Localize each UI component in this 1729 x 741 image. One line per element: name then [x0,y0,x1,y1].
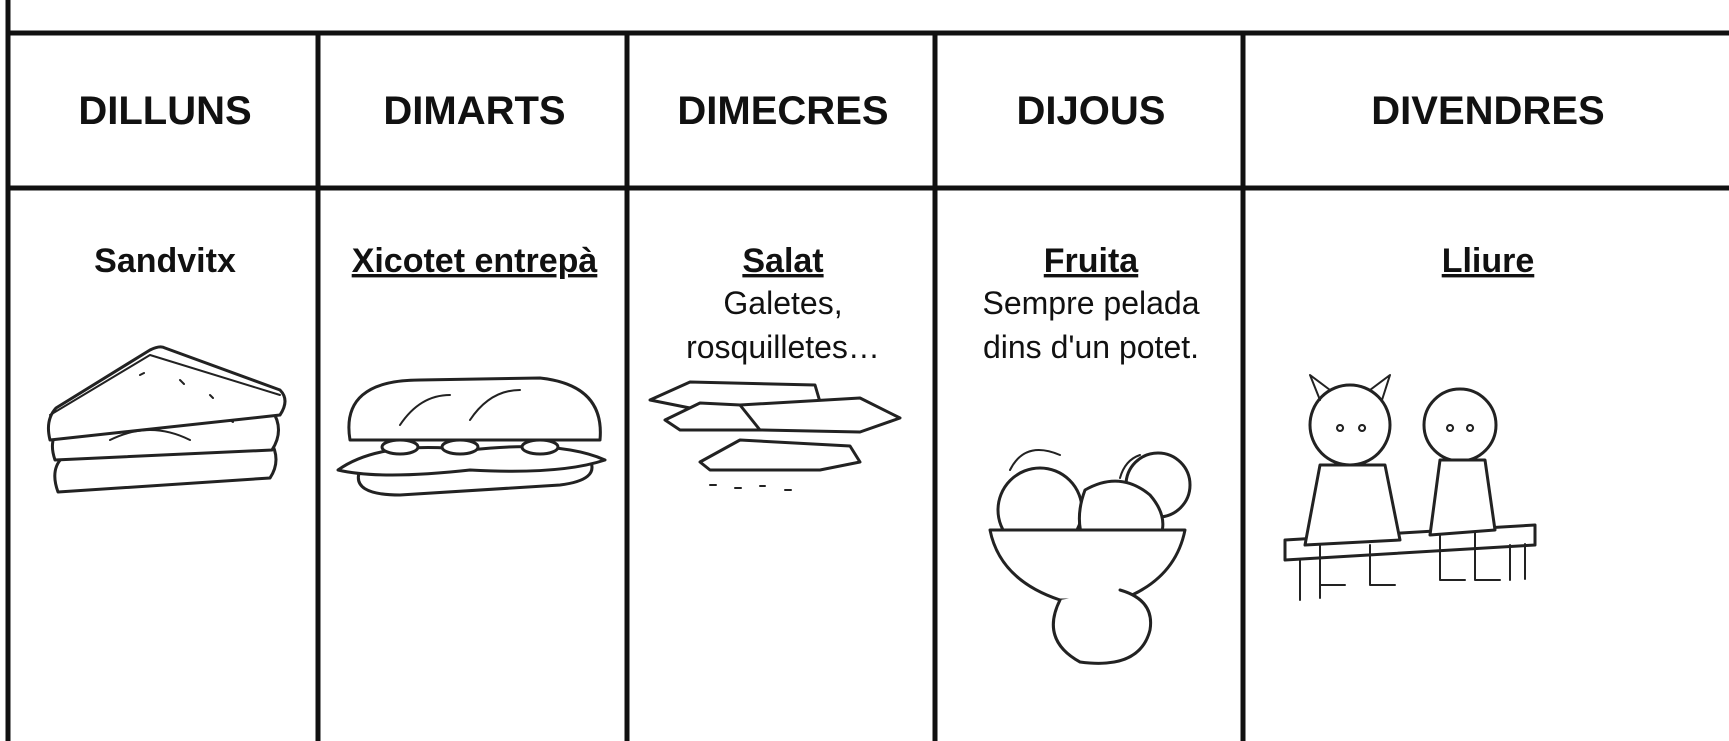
day-header: DIJOUS [1017,89,1166,133]
sandwich-illustration [47,345,287,494]
day-header: DILLUNS [78,89,251,133]
day-header: DIMECRES [677,89,888,133]
day-header: DIMARTS [383,89,565,133]
roll-illustration [336,376,607,497]
cell-text: Galetes, [723,285,842,321]
cell-text: Sempre pelada [982,285,1199,321]
cell-title: Sandvitx [94,242,236,280]
crackers-illustration [648,380,902,491]
cell-title: Xicotet entrepà [352,242,598,280]
day-header: DIVENDRES [1371,89,1604,133]
table-grid [5,0,1729,741]
cell-title: Lliure [1442,242,1535,280]
cell-text: rosquilletes… [686,329,880,365]
fruit-bowl-illustration [988,449,1192,665]
cell-title: Fruita [1044,242,1140,280]
children-illustration [1283,374,1537,601]
cell-title: Salat [742,242,823,280]
cell-text: dins d'un potet. [983,329,1199,365]
